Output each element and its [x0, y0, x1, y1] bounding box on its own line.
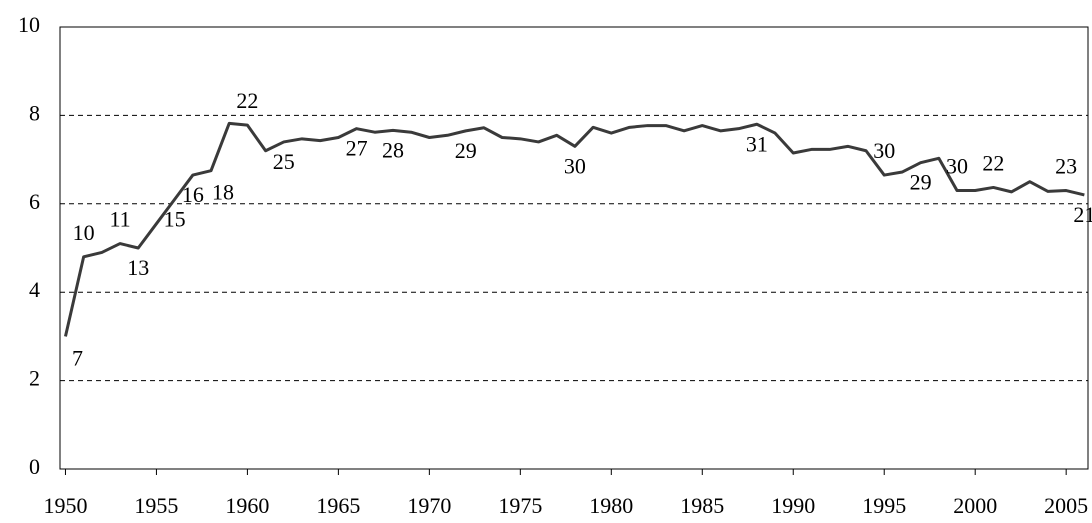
x-tick-label: 1950 — [43, 493, 87, 518]
y-tick-label: 8 — [29, 100, 40, 125]
x-tick-label: 1995 — [862, 493, 906, 518]
x-tick-label: 1975 — [498, 493, 542, 518]
annotation: 7 — [72, 345, 83, 370]
x-tick-label: 1960 — [225, 493, 269, 518]
x-tick-label: 1985 — [680, 493, 724, 518]
x-tick-label: 1965 — [316, 493, 360, 518]
annotation: 28 — [382, 137, 404, 162]
y-tick-label: 6 — [29, 189, 40, 214]
annotation: 30 — [564, 153, 586, 178]
x-tick-label: 1980 — [589, 493, 633, 518]
annotation: 13 — [127, 255, 149, 280]
y-tick-label: 0 — [29, 454, 40, 479]
annotation: 16 — [182, 182, 204, 207]
annotation: 25 — [273, 149, 295, 174]
annotation: 18 — [212, 180, 234, 205]
x-tick-label: 2005 — [1044, 493, 1088, 518]
y-tick-label: 10 — [18, 12, 40, 37]
annotation: 30 — [946, 154, 968, 179]
x-tick-label: 2000 — [953, 493, 997, 518]
annotation: 27 — [346, 136, 368, 161]
annotation: 22 — [982, 150, 1004, 175]
x-tick-label: 1990 — [771, 493, 815, 518]
annotation: 21 — [1073, 202, 1092, 227]
data-line — [63, 121, 1085, 337]
annotation: 29 — [455, 138, 477, 163]
x-tick-label: 1955 — [134, 493, 178, 518]
x-tick-label: 1970 — [407, 493, 451, 518]
annotation: 11 — [109, 207, 130, 232]
annotation: 30 — [873, 138, 895, 163]
annotation: 10 — [73, 220, 95, 245]
annotation: 15 — [164, 206, 186, 231]
y-tick-label: 2 — [29, 366, 40, 391]
annotation: 22 — [236, 88, 258, 113]
annotation: 29 — [910, 170, 932, 195]
y-tick-label: 4 — [29, 277, 40, 302]
plot-frame — [59, 26, 1089, 470]
annotation: 31 — [746, 131, 768, 156]
annotation: 23 — [1055, 154, 1077, 179]
